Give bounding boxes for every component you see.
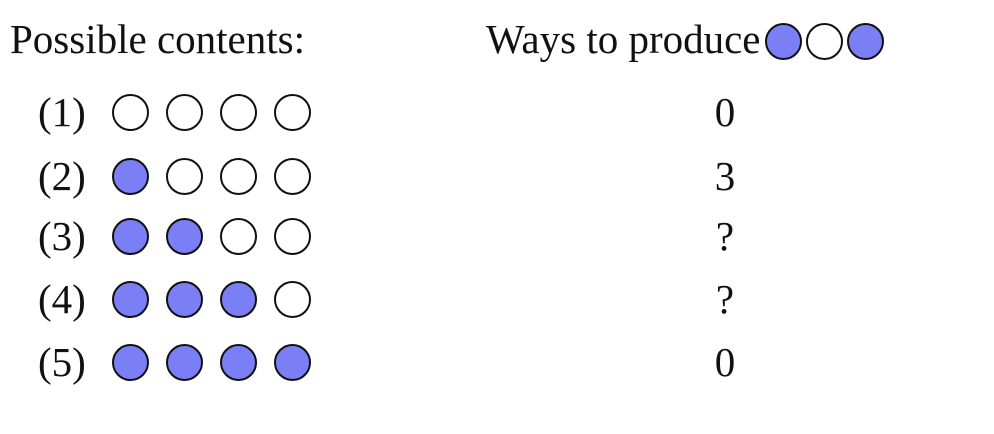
content-circle: [112, 93, 149, 131]
content-circle: [274, 93, 311, 131]
ways-value-1: 0: [714, 89, 736, 135]
possible-contents-heading: Possible contents:: [10, 16, 305, 62]
content-circle: [166, 93, 203, 131]
content-row-5: (5): [38, 337, 328, 387]
content-circle: [112, 343, 149, 381]
content-row-4: (4): [38, 274, 328, 324]
content-circle: [166, 157, 203, 195]
content-row-1: (1): [38, 87, 328, 137]
row-label: (1): [38, 89, 86, 135]
row-label: (4): [38, 276, 86, 322]
content-circle: [274, 217, 311, 255]
content-circle: [166, 280, 203, 318]
row-label: (3): [38, 213, 86, 259]
content-circle: [220, 217, 257, 255]
content-circle: [220, 93, 257, 131]
content-circle: [112, 217, 149, 255]
ways-to-produce-heading: Ways to produce: [486, 14, 888, 64]
row-label: (5): [38, 339, 86, 385]
row-circles: [112, 157, 328, 195]
ways-to-produce-label: Ways to produce: [486, 16, 761, 62]
target-circle-3: [846, 22, 884, 60]
ways-value-3: ?: [715, 213, 735, 259]
content-circle: [112, 157, 149, 195]
row-circles: [112, 280, 328, 318]
row-label: (2): [38, 153, 86, 199]
content-circle: [274, 157, 311, 195]
content-circle: [220, 343, 257, 381]
row-circles: [112, 93, 328, 131]
content-circle: [274, 343, 311, 381]
content-circle: [166, 343, 203, 381]
content-circle: [274, 280, 311, 318]
ways-value-2: 3: [714, 153, 736, 199]
row-circles: [112, 343, 328, 381]
content-row-3: (3): [38, 211, 328, 261]
row-circles: [112, 217, 328, 255]
content-circle: [112, 280, 149, 318]
content-circle: [220, 157, 257, 195]
ways-value-4: ?: [715, 276, 735, 322]
target-circle-2: [805, 22, 843, 60]
content-row-2: (2): [38, 151, 328, 201]
target-circle-1: [764, 22, 802, 60]
target-pattern: [764, 19, 888, 60]
content-circle: [220, 280, 257, 318]
ways-value-5: 0: [714, 339, 736, 385]
content-circle: [166, 217, 203, 255]
